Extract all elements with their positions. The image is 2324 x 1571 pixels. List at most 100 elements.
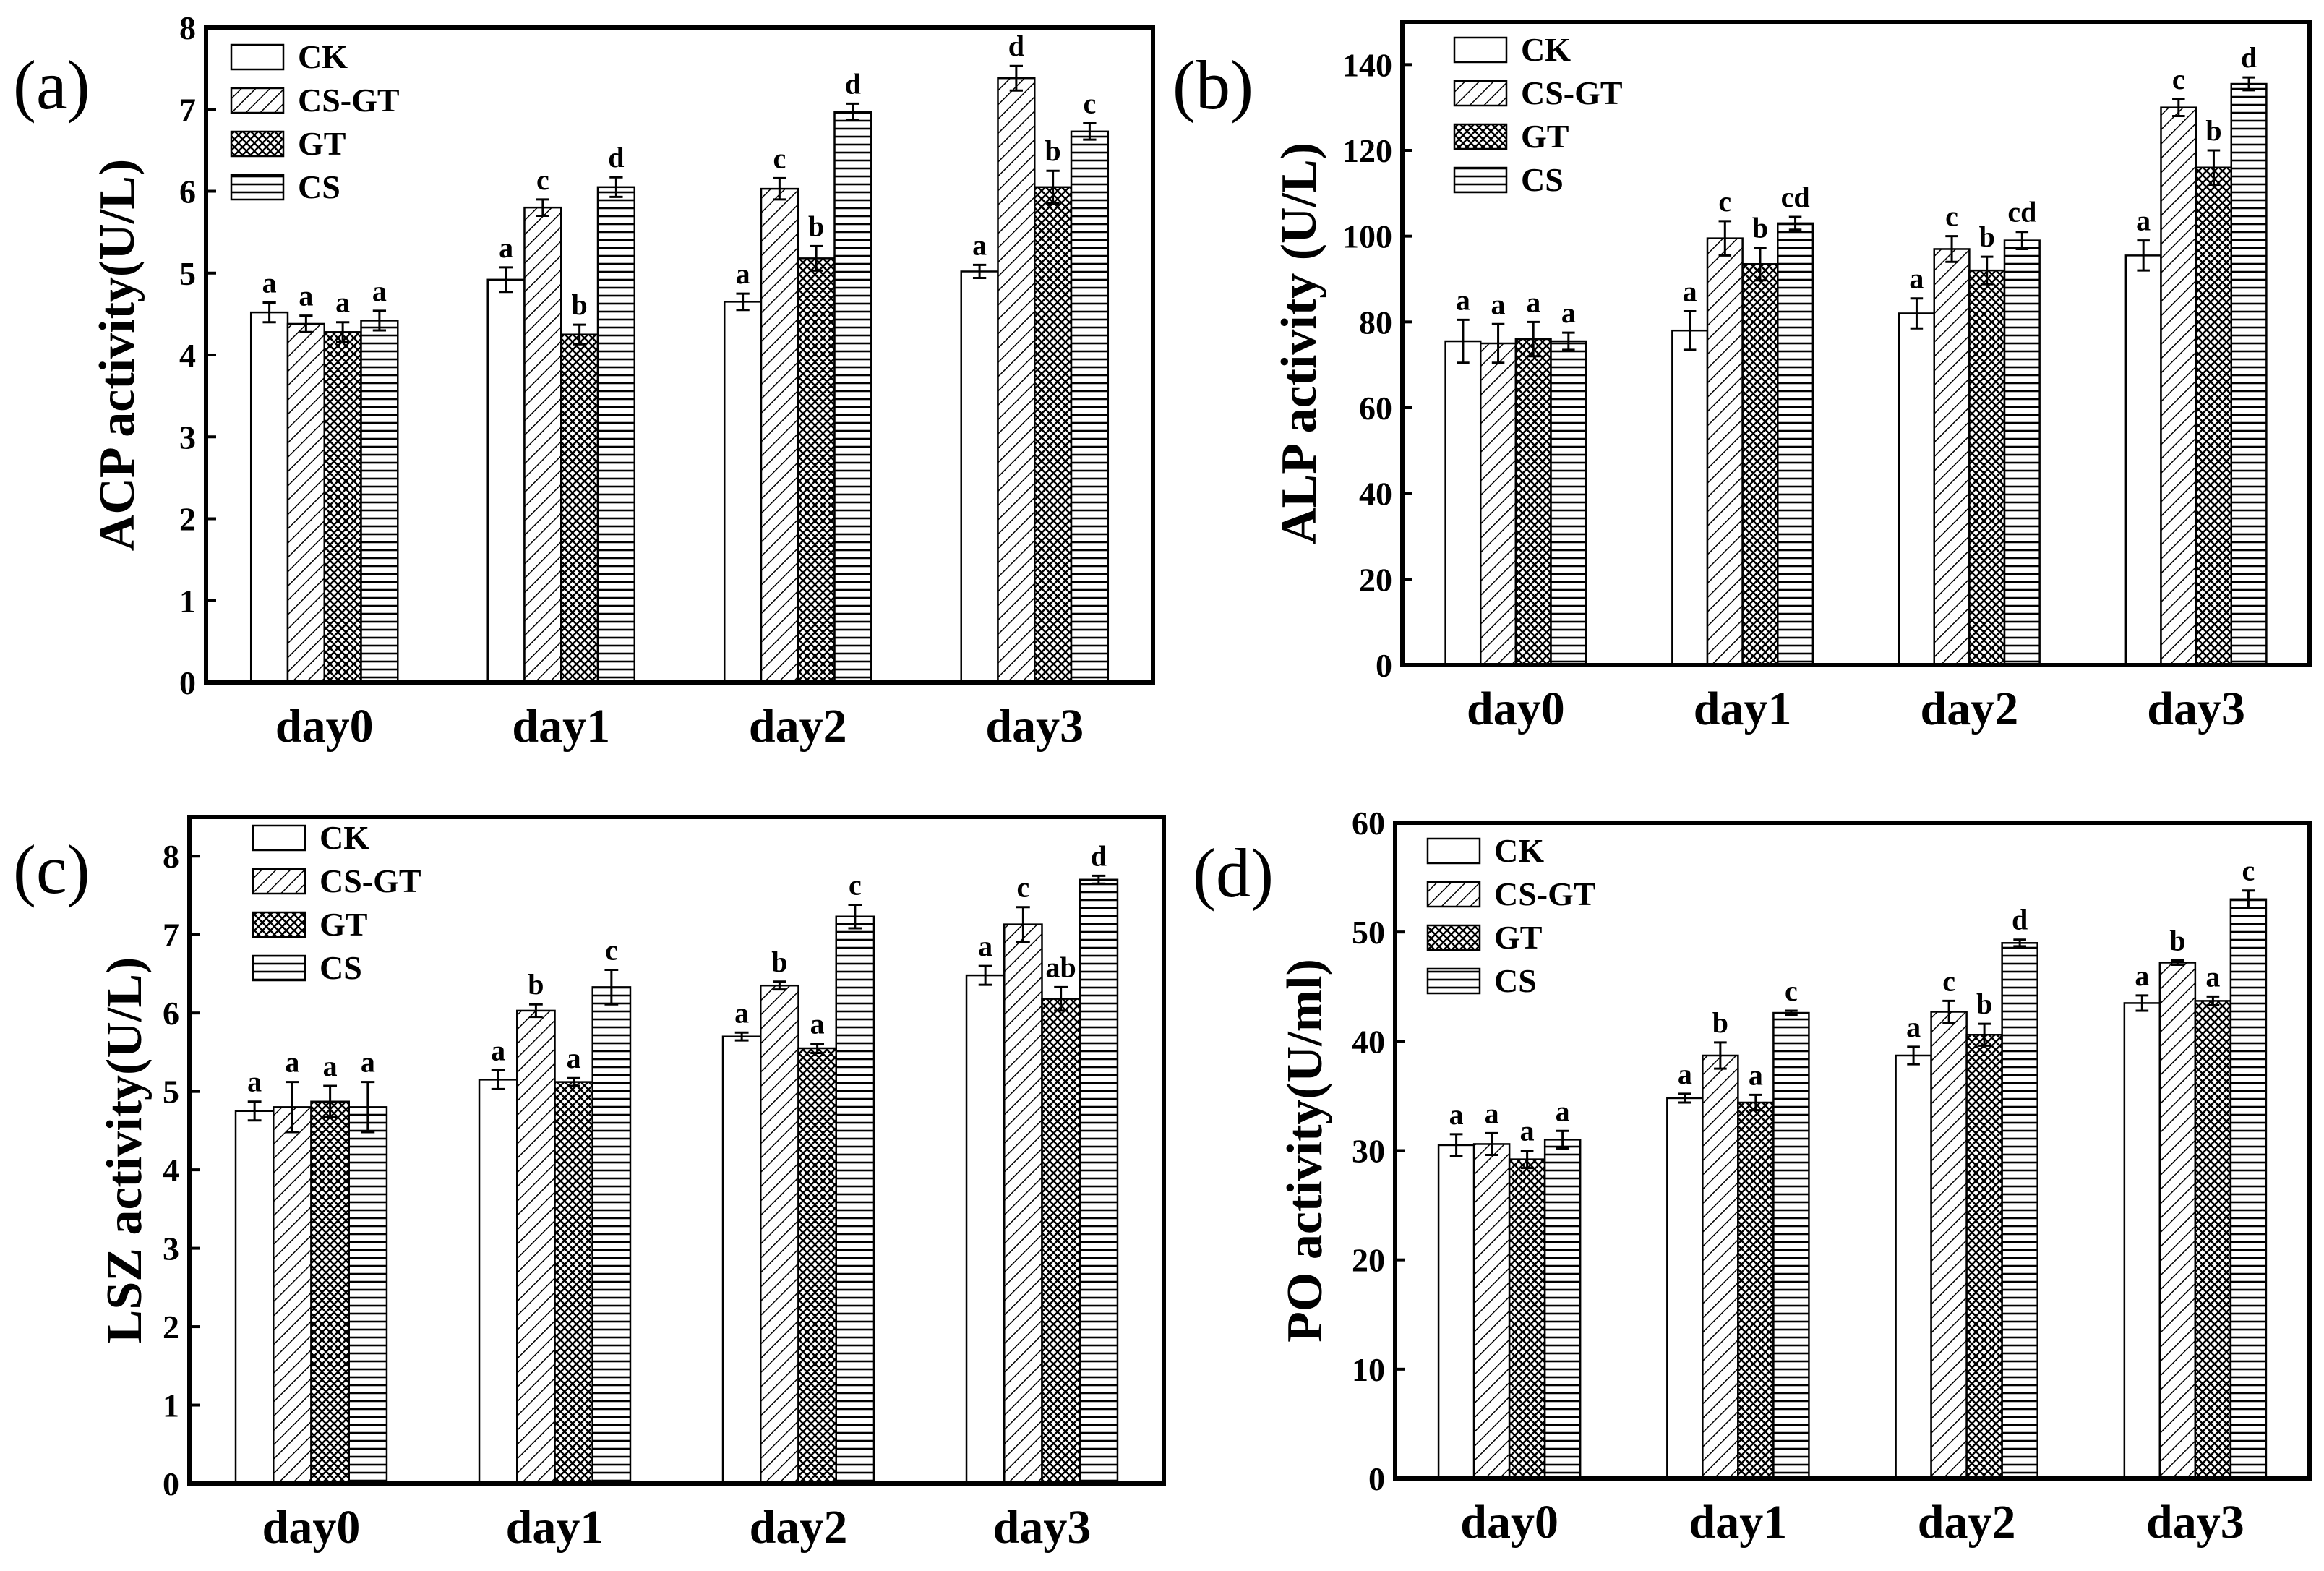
significance-label: a — [1526, 286, 1540, 318]
significance-label: a — [1678, 1058, 1692, 1090]
legend-swatch-cs — [1453, 166, 1508, 194]
significance-label: c — [1945, 200, 1958, 233]
legend-label-cs: CS — [1494, 962, 1537, 999]
y-tick-label: 2 — [179, 501, 196, 538]
bar-gt-day1 — [554, 1081, 593, 1485]
bar-ck-day1 — [486, 278, 526, 684]
significance-label: b — [808, 210, 824, 242]
significance-label: a — [335, 286, 350, 319]
bar-cs-gt-day1 — [1702, 1054, 1739, 1480]
significance-label: a — [1520, 1115, 1535, 1147]
bar-ck-day3 — [965, 974, 1006, 1485]
legend-swatch-ck — [252, 824, 306, 852]
significance-label: a — [1491, 288, 1506, 320]
significance-label: a — [1749, 1058, 1763, 1091]
y-tick-label: 7 — [179, 91, 196, 128]
significance-label: c — [1718, 185, 1731, 218]
significance-label: d — [2012, 904, 2028, 936]
significance-label: a — [372, 275, 387, 307]
legend-label-ck: CK — [1494, 832, 1544, 869]
bar-gt-day3 — [1041, 998, 1081, 1485]
y-tick-label: 5 — [163, 1074, 179, 1110]
legend-label-cs: CS — [320, 949, 362, 986]
plot-frame — [1393, 821, 2312, 1481]
y-tick-label: 0 — [179, 664, 196, 701]
plot-frame — [204, 25, 1155, 685]
significance-label: c — [1016, 871, 1029, 904]
legend-swatch-cs — [252, 954, 306, 982]
bar-cs-day3 — [1070, 130, 1110, 684]
bar-gt-day2 — [797, 257, 836, 684]
y-tick-label: 4 — [179, 337, 196, 374]
legend-label-gt: GT — [320, 906, 367, 943]
bar-ck-day1 — [1666, 1097, 1704, 1480]
significance-label: c — [1942, 964, 1955, 997]
legend-swatch-ck — [1453, 36, 1508, 64]
significance-label: b — [528, 968, 544, 1001]
bar-cs-gt-day3 — [2158, 962, 2197, 1480]
significance-label: c — [2242, 855, 2255, 887]
x-tick-label: day1 — [512, 700, 610, 753]
x-tick-label: day0 — [275, 700, 374, 753]
x-tick-label: day1 — [1694, 682, 1792, 735]
significance-label: b — [771, 946, 787, 978]
y-tick-label: 8 — [179, 9, 196, 46]
significance-label: b — [2205, 114, 2221, 147]
significance-label: a — [1561, 296, 1576, 329]
significance-label: a — [2135, 959, 2149, 992]
legend-swatch-gt — [252, 911, 306, 938]
legend-label-gt: GT — [1521, 118, 1569, 155]
significance-label: a — [736, 257, 750, 290]
y-tick-label: 5 — [179, 255, 196, 292]
x-tick-label: day0 — [1460, 1496, 1558, 1549]
significance-label: a — [323, 1050, 338, 1082]
bar-cs-day0 — [360, 320, 399, 684]
bar-cs-day1 — [1772, 1011, 1810, 1480]
y-tick-label: 6 — [163, 995, 179, 1032]
y-tick-label: 4 — [163, 1152, 179, 1189]
bar-ck-day3 — [2124, 254, 2162, 667]
significance-label: a — [2205, 960, 2220, 993]
x-tick-label: day3 — [2146, 1496, 2244, 1549]
significance-label: d — [2241, 41, 2257, 74]
y-tick-label: 0 — [1376, 647, 1392, 684]
y-axis-label: ACP activity(U/L) — [90, 159, 145, 551]
significance-label: a — [2136, 205, 2151, 237]
legend-label-cs: CS — [1521, 161, 1564, 198]
bar-cs-day3 — [1079, 878, 1119, 1485]
bar-gt-day3 — [2194, 1000, 2232, 1480]
significance-label: a — [1906, 1011, 1921, 1043]
bar-cs-day3 — [2229, 898, 2268, 1480]
significance-label: d — [845, 67, 861, 100]
bar-cs-gt-day0 — [1479, 342, 1517, 667]
bar-cs-day1 — [591, 986, 632, 1485]
significance-label: ab — [1045, 951, 1076, 983]
legend-label-cs-gt: CS-GT — [1494, 876, 1596, 912]
bar-gt-day0 — [323, 331, 362, 684]
y-tick-label: 40 — [1352, 1023, 1385, 1060]
significance-label: c — [2172, 63, 2185, 95]
legend-swatch-gt — [1426, 924, 1481, 951]
y-tick-label: 3 — [179, 419, 196, 455]
bar-cs-gt-day3 — [997, 77, 1036, 684]
bar-gt-day0 — [310, 1100, 350, 1485]
bar-ck-day2 — [723, 301, 763, 684]
bar-gt-day0 — [1514, 338, 1552, 667]
bar-cs-gt-day1 — [1706, 237, 1744, 667]
bar-cs-day0 — [1543, 1139, 1582, 1480]
significance-label: c — [605, 934, 618, 967]
legend-label-gt: GT — [298, 125, 346, 162]
bar-cs-day0 — [1550, 340, 1587, 667]
y-tick-label: 10 — [1352, 1351, 1385, 1388]
significance-label: b — [1712, 1006, 1728, 1039]
legend-label-ck: CK — [1521, 31, 1571, 68]
x-tick-label: day1 — [1689, 1496, 1788, 1549]
legend-label-cs-gt: CS-GT — [298, 82, 400, 119]
y-tick-label: 2 — [163, 1309, 179, 1345]
legend-label-ck: CK — [298, 38, 348, 75]
x-tick-label: day3 — [985, 700, 1084, 753]
legend-swatch-cs — [1426, 967, 1481, 995]
panel-letter: (a) — [13, 46, 90, 124]
significance-label: c — [849, 868, 862, 901]
